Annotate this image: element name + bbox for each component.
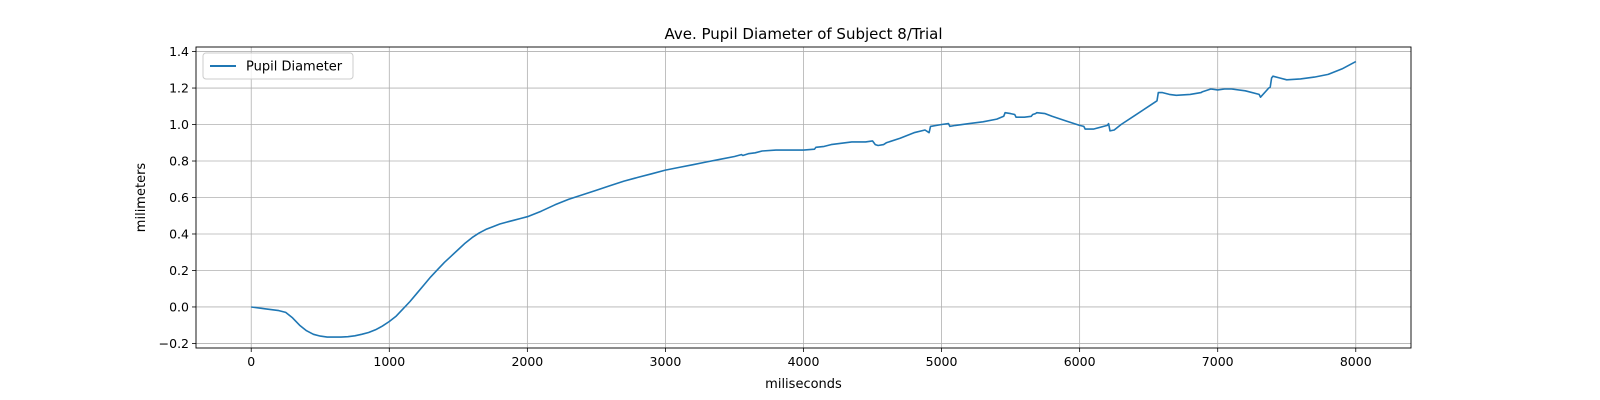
series-line-pupil-diameter — [251, 60, 1357, 338]
y-tick-label: 1.4 — [169, 44, 189, 59]
x-tick-label: 5000 — [926, 354, 958, 369]
legend: Pupil Diameter — [202, 52, 354, 80]
tick-layer: 0 1000 2000 3000 4000 5000 6000 7000 8000 −0.2 0.0… — [159, 44, 1372, 369]
y-tick-label: 0.0 — [169, 299, 189, 314]
legend-label: Pupil Diameter — [246, 60, 343, 75]
x-tick-label: 3000 — [650, 354, 682, 369]
chart-title: Ave. Pupil Diameter of Subject 8/Trial — [664, 25, 942, 43]
x-tick-label: 2000 — [511, 354, 543, 369]
y-tick-label: 1.2 — [169, 81, 189, 96]
line-layer — [251, 60, 1357, 338]
x-tick-label: 8000 — [1340, 354, 1372, 369]
y-tick-label: 1.0 — [169, 117, 189, 132]
y-tick-label: 0.8 — [169, 154, 189, 169]
x-tick-label: 7000 — [1202, 354, 1234, 369]
y-tick-label: −0.2 — [159, 336, 189, 351]
x-tick-label: 1000 — [373, 354, 405, 369]
grid-layer — [196, 47, 1411, 348]
x-tick-label: 6000 — [1064, 354, 1096, 369]
y-tick-label: 0.4 — [169, 226, 189, 241]
y-tick-label: 0.2 — [169, 263, 189, 278]
x-tick-label: 4000 — [788, 354, 820, 369]
x-tick-label: 0 — [247, 354, 255, 369]
y-axis-label: milimeters — [134, 163, 149, 233]
y-tick-label: 0.6 — [169, 190, 189, 205]
legend-box — [202, 52, 354, 80]
x-axis-label: miliseconds — [765, 377, 842, 392]
